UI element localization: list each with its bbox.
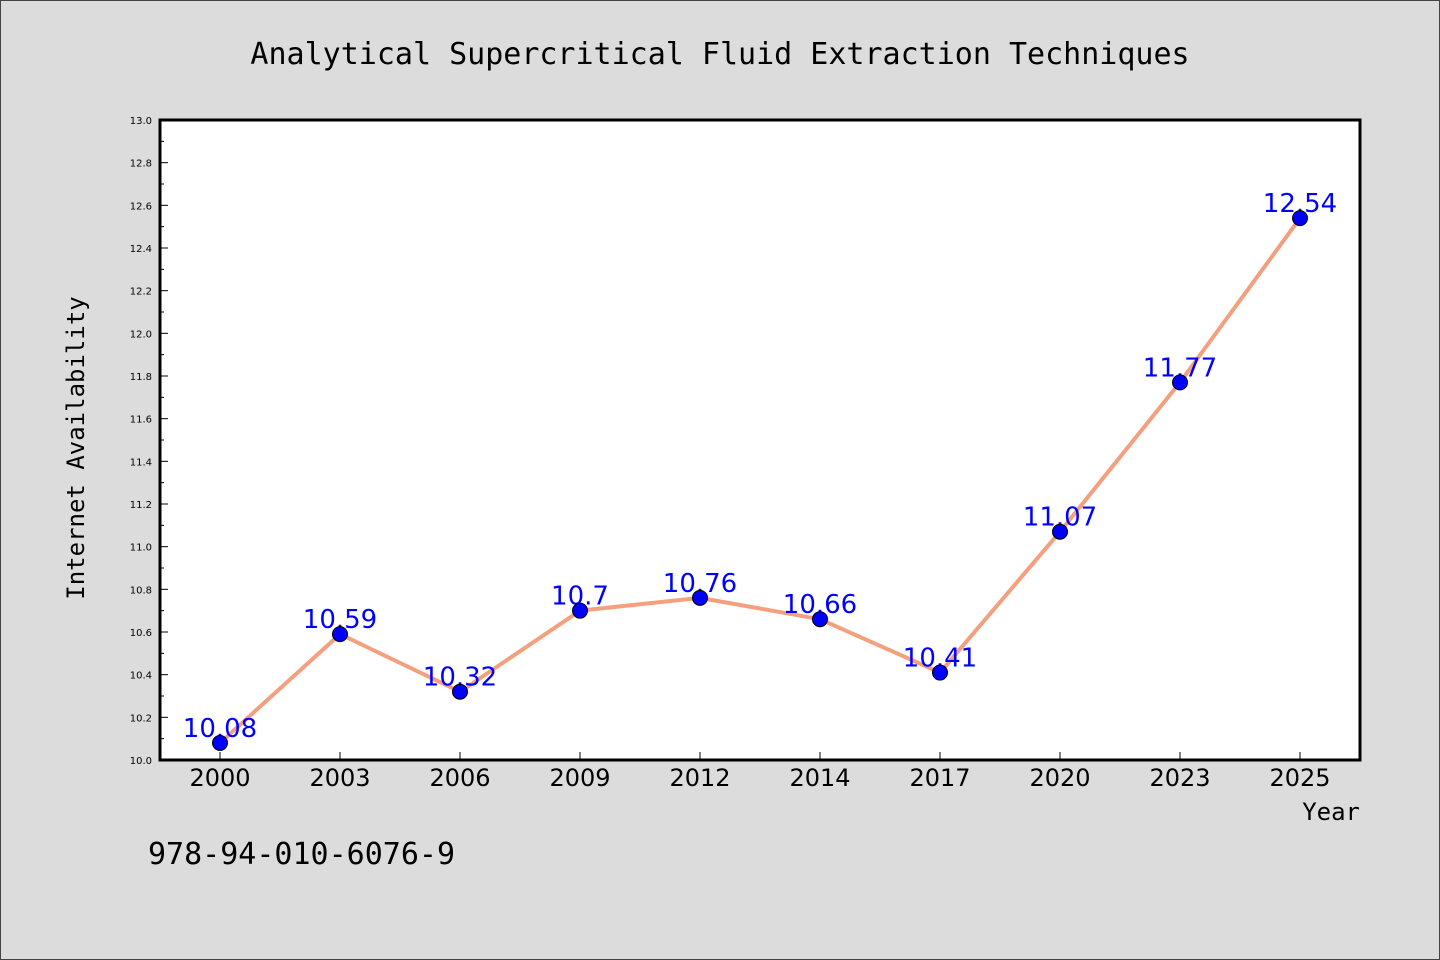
x-tick-label: 2006 xyxy=(429,764,490,792)
y-tick-label: 11.6 xyxy=(130,415,152,426)
series-polyline xyxy=(218,216,1302,745)
y-tick-label: 10.2 xyxy=(130,713,152,724)
x-tick-label: 2000 xyxy=(189,764,250,792)
y-axis-title: Internet Availability xyxy=(62,296,90,599)
data-point xyxy=(932,664,948,681)
y-tick-label: 10.6 xyxy=(130,628,152,639)
data-point xyxy=(332,626,348,643)
y-tick-label: 11.0 xyxy=(130,543,152,554)
y-tick-label: 11.8 xyxy=(130,372,152,383)
x-tick-label: 2020 xyxy=(1029,764,1090,792)
y-tick-label: 12.4 xyxy=(130,244,152,255)
y-tick-label: 10.4 xyxy=(130,671,152,682)
x-tick-label: 2014 xyxy=(789,764,850,792)
y-tick-label: 10.8 xyxy=(130,585,152,596)
y-tick-label: 11.2 xyxy=(130,500,152,511)
x-tick-label: 2023 xyxy=(1149,764,1210,792)
x-tick-label: 2009 xyxy=(549,764,610,792)
y-tick-label: 12.8 xyxy=(130,159,152,170)
data-point xyxy=(812,611,828,628)
x-tick-label: 2017 xyxy=(909,764,970,792)
data-point xyxy=(692,589,708,606)
data-point xyxy=(452,683,468,700)
x-axis-ticks: 2000 2003 2006 2009 2012 2014 2017 2020 2023 2025 xyxy=(189,752,1331,792)
x-tick-label: 2025 xyxy=(1269,764,1330,792)
y-axis-ticks: 10.0 10.2 10.4 10.6 10.8 11.0 11.2 11.4 11.6 11.8… xyxy=(130,116,168,767)
footer-identifier: 978-94-010-6076-9 xyxy=(148,837,455,872)
x-tick-label: 2003 xyxy=(309,764,370,792)
y-tick-label: 12.2 xyxy=(130,287,152,298)
y-tick-label: 12.6 xyxy=(130,201,152,212)
data-point xyxy=(1172,374,1188,391)
data-point xyxy=(1292,210,1308,227)
data-point xyxy=(1052,523,1068,540)
y-tick-label: 12.0 xyxy=(130,329,152,340)
x-axis-title: Year xyxy=(1302,798,1360,826)
chart-title: Analytical Supercritical Fluid Extractio… xyxy=(250,37,1189,72)
y-tick-label: 10.0 xyxy=(130,756,152,767)
data-point xyxy=(572,602,588,619)
x-tick-label: 2012 xyxy=(669,764,730,792)
y-tick-label: 11.4 xyxy=(130,457,152,468)
plot-area xyxy=(158,118,1362,762)
data-point xyxy=(212,734,228,751)
y-tick-label: 13.0 xyxy=(130,116,152,127)
